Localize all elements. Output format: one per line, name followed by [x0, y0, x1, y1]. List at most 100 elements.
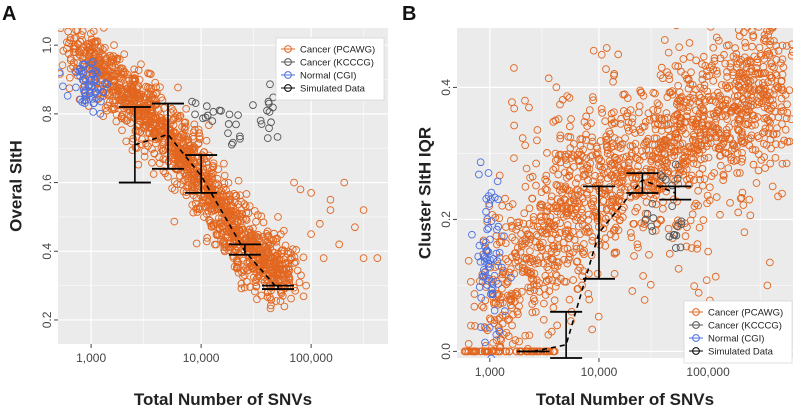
normal-point: [474, 252, 483, 261]
pcawg-point: [545, 287, 554, 295]
legend-key-marker: [692, 308, 700, 316]
pcawg-point: [777, 94, 786, 103]
legend-label: Simulated Data: [300, 83, 366, 94]
pcawg-point: [748, 145, 757, 154]
pcawg-point: [511, 258, 520, 267]
kcccg-point: [264, 97, 273, 106]
pcawg-point: [230, 248, 239, 257]
pcawg-point: [569, 140, 578, 148]
pcawg-point: [738, 72, 747, 80]
pcawg-point: [735, 32, 744, 40]
pcawg-point: [706, 139, 715, 148]
pcawg-point: [502, 255, 510, 263]
pcawg-point: [273, 269, 281, 278]
pcawg-point: [302, 281, 310, 290]
pcawg-point: [682, 242, 691, 251]
pcawg-point: [695, 170, 704, 178]
normal-point: [97, 97, 105, 106]
pcawg-point: [699, 181, 707, 190]
pcawg-point: [761, 164, 769, 172]
pcawg-point: [602, 44, 611, 52]
pcawg-point: [502, 223, 510, 231]
normal-point: [484, 248, 493, 256]
pcawg-point: [734, 107, 743, 116]
pcawg-point: [164, 173, 172, 181]
pcawg-point: [614, 143, 623, 151]
kcccg-point: [224, 129, 232, 138]
pcawg-point: [511, 336, 520, 344]
pcawg-point: [603, 146, 612, 155]
pcawg-point: [467, 321, 475, 330]
pcawg-point: [588, 151, 597, 160]
pcawg-point: [709, 123, 717, 131]
pcawg-point: [755, 43, 764, 52]
pcawg-point: [676, 119, 684, 128]
pcawg-point: [547, 327, 556, 336]
pcawg-point: [542, 277, 551, 285]
pcawg-point: [226, 196, 235, 204]
pcawg-point: [739, 201, 748, 209]
pcawg-point: [504, 257, 512, 266]
pcawg-point: [746, 134, 755, 142]
pcawg-point: [351, 223, 359, 232]
pcawg-point: [766, 118, 774, 127]
pcawg-point: [502, 347, 511, 356]
pcawg-point: [234, 200, 243, 209]
pcawg-point: [741, 38, 749, 47]
pcawg-point: [588, 236, 597, 245]
pcawg-point: [567, 190, 576, 198]
pcawg-point: [522, 237, 530, 245]
pcawg-point: [628, 118, 636, 127]
pcawg-point: [521, 182, 530, 191]
kcccg-point: [229, 138, 237, 147]
legend-label: Simulated Data: [708, 346, 774, 357]
pcawg-point: [651, 89, 659, 98]
pcawg-point: [532, 159, 540, 168]
pcawg-point: [734, 208, 743, 217]
pcawg-point: [572, 242, 581, 251]
pcawg-point: [623, 123, 632, 132]
pcawg-point: [690, 132, 699, 141]
pcawg-point: [695, 98, 704, 107]
pcawg-point: [636, 128, 645, 136]
normal-point: [488, 289, 497, 298]
normal-point: [487, 354, 496, 358]
kcccg-point: [208, 117, 217, 125]
pcawg-point: [117, 78, 125, 87]
pcawg-point: [567, 115, 575, 123]
pcawg-point: [504, 316, 512, 324]
normal-point: [488, 284, 497, 293]
pcawg-point: [565, 186, 574, 195]
pcawg-point: [508, 233, 516, 242]
pcawg-point: [205, 177, 214, 186]
pcawg-point: [120, 89, 129, 98]
pcawg-point: [648, 141, 657, 149]
pcawg-point: [714, 88, 722, 97]
kcccg-point: [249, 101, 257, 109]
pcawg-point: [479, 303, 488, 312]
pcawg-point: [108, 87, 116, 95]
pcawg-point: [205, 195, 214, 204]
pcawg-point: [739, 73, 748, 82]
pcawg-point: [633, 155, 642, 163]
pcawg-point: [224, 178, 233, 187]
pcawg-point: [278, 265, 287, 273]
kcccg-point: [677, 220, 686, 229]
pcawg-point: [653, 154, 662, 163]
pcawg-point: [555, 186, 564, 194]
y-tick-label: 0.4: [439, 79, 453, 96]
pcawg-point: [498, 284, 506, 293]
pcawg-point: [180, 132, 188, 140]
pcawg-point: [277, 286, 286, 295]
kcccg-point: [673, 174, 682, 183]
pcawg-point: [70, 44, 79, 53]
pcawg-point: [192, 172, 201, 181]
pcawg-point: [642, 198, 651, 206]
pcawg-point: [749, 33, 758, 41]
pcawg-point: [759, 79, 767, 87]
pcawg-point: [531, 308, 540, 316]
pcawg-point: [671, 133, 679, 142]
pcawg-point: [529, 221, 538, 230]
pcawg-point: [686, 53, 694, 61]
